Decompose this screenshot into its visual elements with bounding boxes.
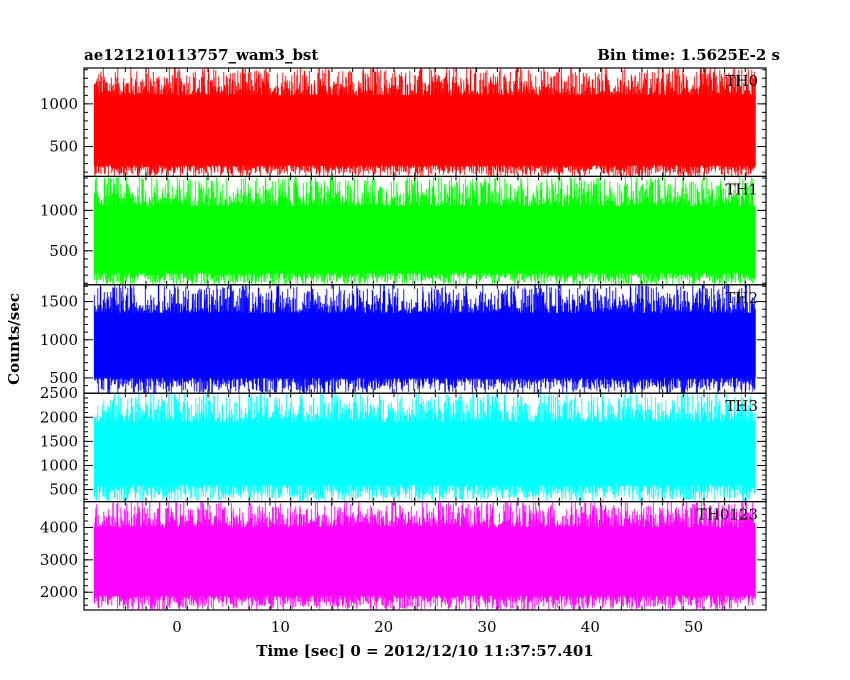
series-th0 <box>93 68 756 177</box>
y-tick-label: 4000 <box>40 518 78 536</box>
y-tick-label: 1500 <box>40 432 78 450</box>
y-tick-label: 1500 <box>40 293 78 311</box>
y-tick-label: 2000 <box>40 408 78 426</box>
chart-title: ae121210113757_wam3_bst <box>84 46 318 64</box>
y-axis-label: Counts/sec <box>5 293 23 385</box>
y-tick-label: 1000 <box>40 95 78 113</box>
panel-label: TH3 <box>725 397 758 415</box>
panel-label: TH0123 <box>697 506 758 524</box>
panel-label: TH1 <box>725 180 758 198</box>
y-tick-label: 2000 <box>40 583 78 601</box>
x-tick-label: 30 <box>477 618 496 636</box>
panel-label: TH2 <box>725 289 758 307</box>
y-tick-label: 500 <box>49 242 78 260</box>
bin-time-label: Bin time: 1.5625E-2 s <box>597 46 780 64</box>
x-tick-label: 0 <box>172 618 182 636</box>
y-tick-label: 500 <box>49 481 78 499</box>
panel-frame-th0123 <box>83 501 767 611</box>
x-tick-label: 10 <box>271 618 290 636</box>
x-axis-label: Time [sec] 0 = 2012/12/10 11:37:57.401 <box>256 642 593 660</box>
y-tick-label: 1000 <box>40 201 78 219</box>
y-tick-label: 1000 <box>40 456 78 474</box>
y-tick-label: 500 <box>49 369 78 387</box>
y-tick-label: 2500 <box>40 384 78 402</box>
series-th1 <box>93 176 756 285</box>
series-th3 <box>93 393 756 502</box>
panel-label: TH0 <box>725 72 758 90</box>
x-tick-label: 40 <box>581 618 600 636</box>
y-tick-label: 500 <box>49 138 78 156</box>
series-th2 <box>93 284 756 394</box>
y-tick-label: 1000 <box>40 331 78 349</box>
x-tick-label: 20 <box>374 618 393 636</box>
x-tick-label: 50 <box>684 618 703 636</box>
y-tick-label: 3000 <box>40 551 78 569</box>
series-th0123 <box>93 501 756 611</box>
